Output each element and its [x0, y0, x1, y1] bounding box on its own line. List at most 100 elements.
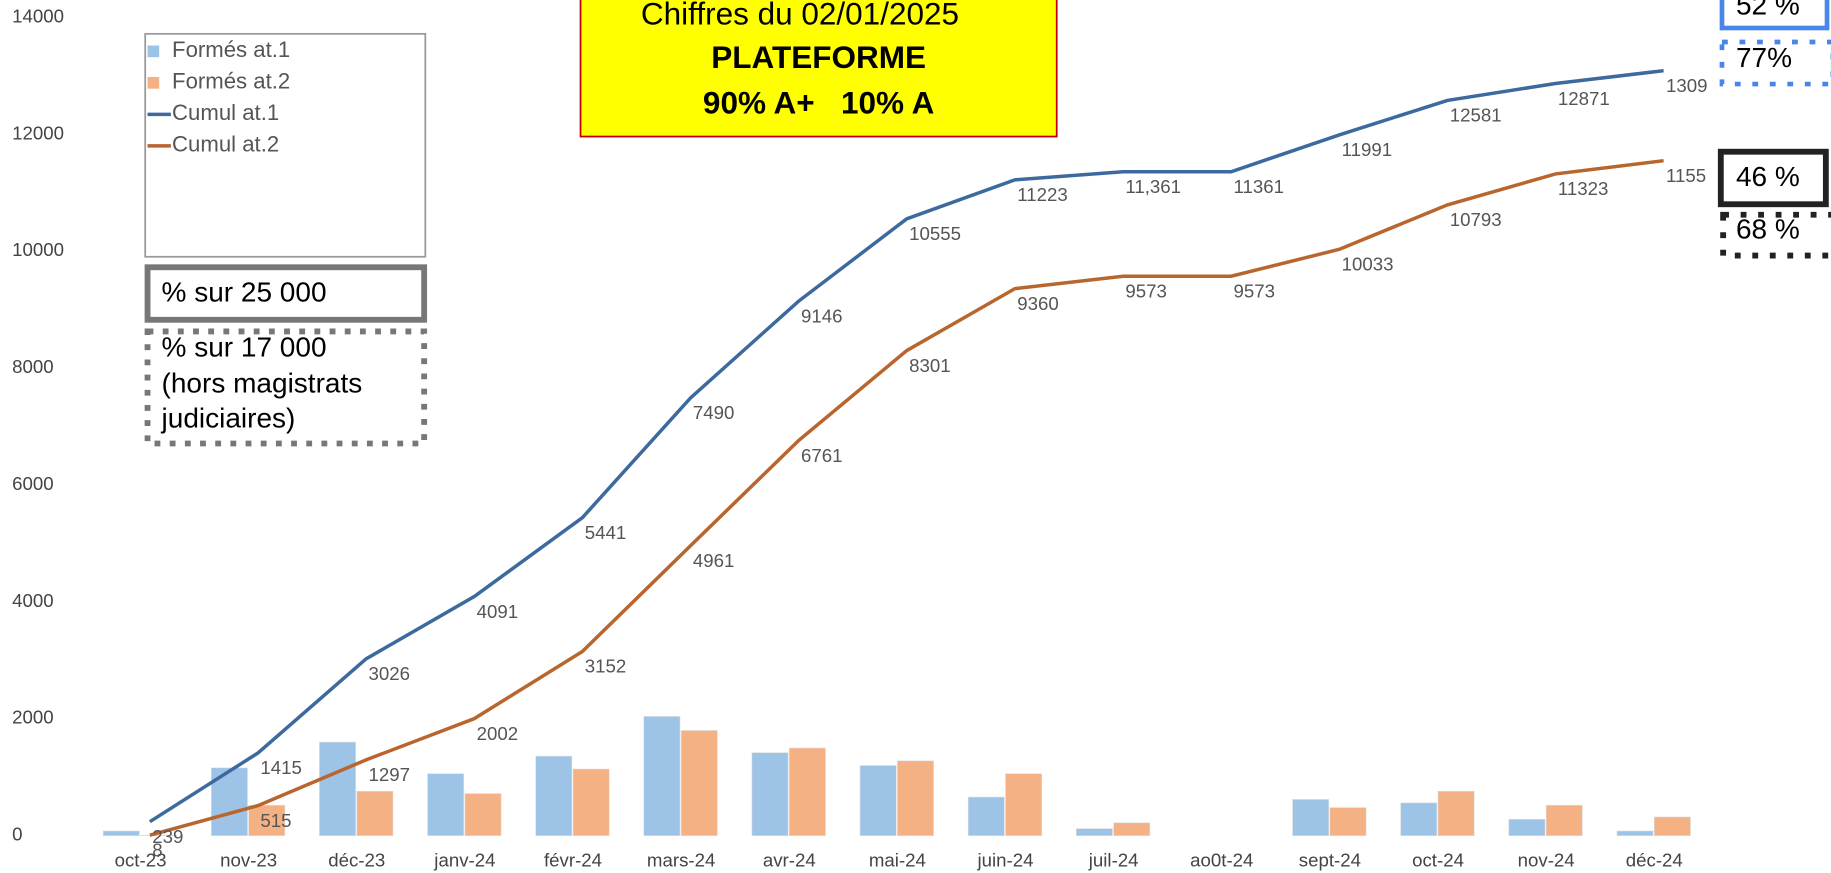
legend-swatch	[147, 45, 160, 58]
note: % sur 17 000	[162, 331, 327, 362]
y-tick-label: 0	[12, 824, 22, 845]
bar	[1545, 804, 1583, 836]
data-label: 10555	[909, 223, 961, 244]
percent-box	[1719, 39, 1831, 87]
bar	[319, 741, 356, 836]
x-tick-label: mai-24	[869, 849, 926, 870]
bar	[1005, 773, 1043, 836]
bar	[967, 796, 1005, 836]
y-tick-label: 10000	[12, 239, 64, 260]
data-label: 3152	[585, 656, 627, 677]
y-tick-label: 12000	[12, 122, 64, 143]
x-tick-label: avr-24	[763, 849, 816, 870]
bar	[1076, 828, 1113, 836]
percent-box	[1719, 0, 1830, 31]
data-label: 12871	[1558, 88, 1610, 109]
bar	[102, 830, 140, 836]
legend-swatch	[147, 77, 160, 89]
data-label: 1309	[1666, 75, 1708, 96]
labels: 0 2000 4000 6000 8000 10000 12000 14000 oct-23 no…	[12, 5, 1707, 870]
data-label: 9573	[1233, 280, 1275, 301]
data-label: 10033	[1342, 254, 1394, 275]
percent: 68 %	[1736, 213, 1800, 244]
x-tick-label: nov-24	[1518, 849, 1575, 870]
y-tick-label: 8000	[12, 356, 54, 377]
bar	[1508, 818, 1546, 836]
legend	[144, 32, 427, 258]
bar	[1616, 830, 1654, 836]
bar	[356, 790, 394, 836]
line	[149, 158, 1664, 837]
bar	[1653, 816, 1691, 836]
bar	[1400, 802, 1438, 836]
data-label: 6761	[801, 445, 843, 466]
bar	[1437, 790, 1475, 836]
data-label: 1415	[260, 757, 302, 778]
data-label: 12581	[1450, 105, 1502, 126]
note: % sur 25 000	[162, 277, 327, 308]
percent: 77%	[1736, 42, 1792, 73]
data-label: 2002	[477, 723, 519, 744]
x-tick-label: ao0t-24	[1190, 849, 1253, 870]
x-tick-label: déc-24	[1626, 849, 1683, 870]
x-tick-label: juin-24	[977, 849, 1034, 870]
y-tick-label: 14000	[12, 5, 64, 26]
data-label: 515	[260, 810, 291, 831]
data-label: 11361	[1233, 176, 1284, 197]
x-tick-label: sept-24	[1299, 849, 1361, 870]
title-line: PLATEFORME	[711, 39, 926, 75]
data-label: 1297	[368, 764, 410, 785]
legend-entries: Formés at.1 Formés at.2 Cumul at.1 Cumul at…	[147, 37, 290, 157]
y-tick-label: 6000	[12, 473, 54, 494]
data-label: 10793	[1450, 209, 1502, 230]
legend-label: Cumul at.1	[172, 100, 279, 125]
data-label: 8	[152, 839, 162, 860]
marks	[102, 68, 1691, 837]
x-tick-label: nov-23	[220, 849, 277, 870]
y-tick-label: 2000	[12, 707, 54, 728]
bar	[751, 752, 789, 836]
data-label: 1155	[1666, 165, 1706, 186]
title-line: 90% A+ 10% A	[703, 84, 934, 120]
data-label: 239	[152, 826, 183, 847]
note-box	[144, 328, 428, 447]
bar	[680, 730, 718, 836]
legend-label: Formés at.2	[172, 69, 290, 94]
x-tick-label: févr-24	[544, 849, 602, 870]
bar	[788, 747, 826, 836]
note: (hors magistrats	[162, 368, 363, 399]
data-label: 3026	[368, 663, 410, 684]
note-box	[144, 264, 428, 323]
x-tick-label: juil-24	[1088, 849, 1139, 870]
note: judiciaires)	[161, 403, 296, 434]
bar	[535, 755, 573, 836]
data-label: 11223	[1017, 184, 1068, 205]
data-label: 11,361	[1125, 176, 1181, 197]
bar	[859, 765, 897, 836]
bar	[464, 793, 502, 836]
y-tick-label: 4000	[12, 590, 54, 611]
x-tick-label: oct-24	[1412, 849, 1464, 870]
bar	[1113, 822, 1151, 836]
title-line: Chiffres du 02/01/2025	[641, 0, 959, 32]
data-label: 9573	[1125, 280, 1167, 301]
data-label: 11323	[1558, 178, 1609, 199]
title-box	[579, 0, 1058, 138]
percent: 52 %	[1736, 0, 1800, 20]
percent-box	[1720, 211, 1831, 259]
data-label: 4091	[477, 601, 519, 622]
legend-label: Formés at.1	[172, 37, 290, 62]
percent: 46 %	[1736, 161, 1800, 192]
data-label: 5441	[585, 522, 627, 543]
data-label: 9146	[801, 305, 843, 326]
bar	[1329, 807, 1367, 836]
bar	[1292, 799, 1330, 836]
data-label: 11991	[1342, 139, 1393, 160]
data-label: 7490	[693, 402, 735, 423]
x-tick-label: déc-23	[328, 849, 385, 870]
line	[148, 68, 1664, 824]
bar	[643, 716, 681, 836]
legend-label: Cumul at.2	[172, 132, 279, 157]
data-label: 9360	[1017, 293, 1059, 314]
